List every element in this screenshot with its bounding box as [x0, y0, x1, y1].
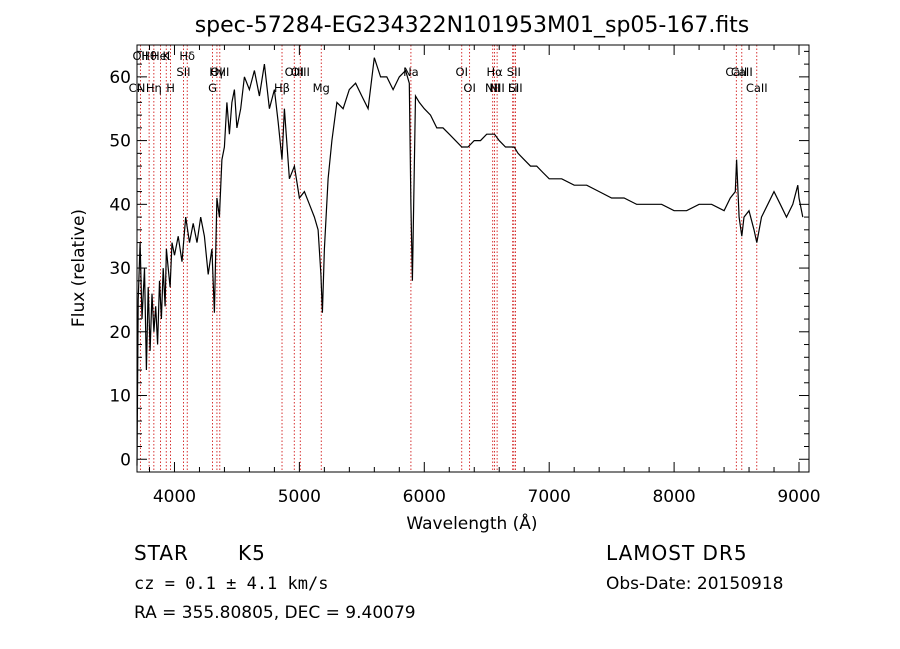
- x-tick-label: 7000: [528, 487, 571, 507]
- line-marker-label: NII: [489, 81, 504, 95]
- plot-frame: [136, 44, 810, 473]
- chart-title: spec-57284-EG234322N101953M01_sp05-167.f…: [195, 13, 750, 38]
- x-tick-label: 8000: [652, 487, 695, 507]
- line-marker-label: HeI: [151, 49, 170, 63]
- line-marker-label: Hη: [146, 81, 162, 95]
- line-marker-label: Hδ: [179, 49, 195, 63]
- x-tick-label: 5000: [278, 487, 321, 507]
- x-axis-ticks: 4000 5000 6000 7000 8000 9000: [148, 45, 821, 507]
- line-marker-label: CaII: [746, 81, 768, 95]
- coordinates: RA = 355.80805, DEC = 9.40079: [134, 603, 416, 623]
- y-tick-label: 10: [109, 387, 131, 407]
- y-tick-label: 60: [109, 68, 131, 88]
- line-markers: [136, 45, 758, 472]
- line-marker-label: OI: [463, 81, 475, 95]
- object-class: STAR: [134, 541, 189, 565]
- line-marker-label: SII: [509, 81, 523, 95]
- object-subclass: K5: [238, 541, 266, 565]
- line-marker-label: Li: [508, 81, 518, 95]
- y-axis-ticks: 0 10 20 30 40 50 60: [109, 50, 809, 470]
- line-marker-label: Hα: [486, 65, 503, 79]
- x-tick-label: 9000: [777, 487, 820, 507]
- line-marker-label: OII: [132, 49, 148, 63]
- line-marker-label: SII: [176, 65, 190, 79]
- y-tick-label: 50: [109, 132, 131, 152]
- y-tick-label: 0: [120, 450, 131, 470]
- spectrum-line: [136, 57, 804, 466]
- line-marker-label: OIII: [285, 65, 304, 79]
- survey-name: LAMOST DR5: [606, 541, 748, 565]
- line-marker-label: CaII: [731, 65, 753, 79]
- line-marker-label: CaII: [725, 65, 747, 79]
- line-marker-label: Mg: [313, 81, 330, 95]
- line-marker-label: Hβ: [274, 81, 290, 95]
- line-marker-label: G: [208, 81, 217, 95]
- line-marker-label: NII: [485, 81, 500, 95]
- y-tick-label: 20: [109, 323, 131, 343]
- line-marker-label: OIII: [291, 65, 310, 79]
- observation-date: Obs-Date: 20150918: [606, 574, 784, 594]
- y-tick-label: 30: [109, 259, 131, 279]
- x-tick-label: 6000: [403, 487, 446, 507]
- x-axis-label: Wavelength (Å): [406, 512, 537, 534]
- line-marker-label: OIII: [210, 65, 229, 79]
- line-marker-label: H: [166, 81, 175, 95]
- y-axis-label: Flux (relative): [69, 209, 89, 327]
- line-marker-label: OI: [456, 65, 468, 79]
- x-tick-label: 4000: [153, 487, 196, 507]
- line-marker-label: Hγ: [209, 65, 225, 79]
- y-tick-label: 40: [109, 195, 131, 215]
- line-marker-label: Hθ: [141, 49, 157, 63]
- line-marker-label: SII: [507, 65, 521, 79]
- line-marker-label: K: [162, 49, 170, 63]
- redshift-info: cz = 0.1 ± 4.1 km/s: [134, 574, 329, 594]
